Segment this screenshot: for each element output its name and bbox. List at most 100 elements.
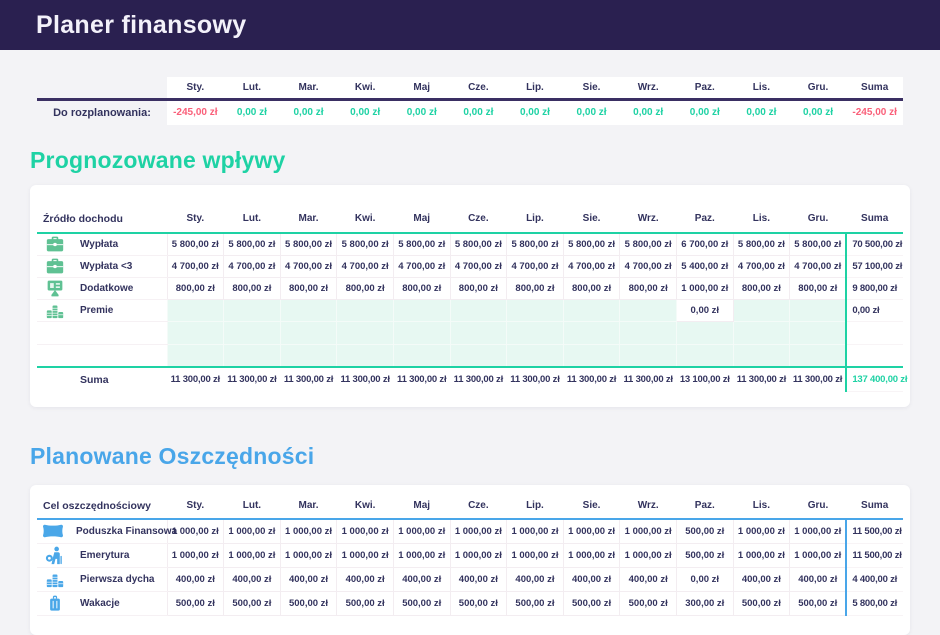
value-cell[interactable]: 5 800,00 zł (279, 232, 338, 256)
value-cell[interactable] (392, 298, 451, 322)
value-cell[interactable] (279, 298, 338, 322)
value-cell[interactable]: 1 000,00 zł (449, 518, 508, 544)
value-cell[interactable]: 500,00 zł (223, 590, 281, 616)
value-cell[interactable]: 4 700,00 zł (732, 254, 791, 278)
value-cell[interactable]: 4 700,00 zł (506, 254, 564, 278)
value-cell[interactable]: 500,00 zł (619, 590, 677, 616)
value-cell[interactable]: 1 000,00 zł (506, 518, 564, 544)
value-cell[interactable]: 1 000,00 zł (449, 542, 508, 568)
value-cell[interactable]: 800,00 zł (279, 276, 338, 300)
value-cell[interactable]: 1 000,00 zł (675, 276, 734, 300)
value-cell[interactable]: 1 000,00 zł (223, 518, 281, 544)
value-cell[interactable]: 4 700,00 zł (223, 254, 281, 278)
value-cell[interactable]: 5 800,00 zł (449, 232, 508, 256)
value-cell[interactable]: 400,00 zł (392, 566, 451, 592)
empty-cell[interactable] (449, 343, 508, 368)
value-cell[interactable]: 500,00 zł (562, 590, 621, 616)
value-cell[interactable]: 1 000,00 zł (392, 542, 451, 568)
value-cell[interactable]: 1 000,00 zł (166, 542, 225, 568)
value-cell[interactable]: 800,00 zł (732, 276, 791, 300)
value-cell[interactable]: 400,00 zł (166, 566, 225, 592)
value-cell[interactable]: 4 700,00 zł (619, 254, 677, 278)
value-cell[interactable]: 400,00 zł (732, 566, 791, 592)
value-cell[interactable]: 4 700,00 zł (392, 254, 451, 278)
value-cell[interactable]: 5 800,00 zł (732, 232, 791, 256)
value-cell[interactable]: 500,00 zł (675, 518, 734, 544)
value-cell[interactable]: 500,00 zł (449, 590, 508, 616)
empty-cell[interactable] (223, 343, 281, 368)
value-cell[interactable] (619, 298, 677, 322)
value-cell[interactable]: 400,00 zł (223, 566, 281, 592)
empty-cell[interactable] (392, 343, 451, 368)
value-cell[interactable]: 1 000,00 zł (223, 542, 281, 568)
value-cell[interactable] (336, 298, 394, 322)
value-cell[interactable]: 4 700,00 zł (789, 254, 847, 278)
value-cell[interactable]: 1 000,00 zł (732, 542, 791, 568)
value-cell[interactable] (789, 298, 847, 322)
value-cell[interactable]: 400,00 zł (506, 566, 564, 592)
empty-cell[interactable] (675, 320, 734, 345)
empty-cell[interactable] (789, 320, 847, 345)
empty-cell[interactable] (619, 343, 677, 368)
value-cell[interactable]: 4 700,00 zł (336, 254, 394, 278)
value-cell[interactable]: 4 700,00 zł (279, 254, 338, 278)
value-cell[interactable]: 5 800,00 zł (506, 232, 564, 256)
value-cell[interactable]: 500,00 zł (675, 542, 734, 568)
value-cell[interactable]: 1 000,00 zł (166, 518, 225, 544)
value-cell[interactable]: 800,00 zł (449, 276, 508, 300)
value-cell[interactable]: 1 000,00 zł (279, 518, 338, 544)
value-cell[interactable] (506, 298, 564, 322)
value-cell[interactable]: 5 800,00 zł (166, 232, 225, 256)
value-cell[interactable]: 0,00 zł (675, 566, 734, 592)
value-cell[interactable]: 1 000,00 zł (392, 518, 451, 544)
empty-cell[interactable] (732, 343, 791, 368)
value-cell[interactable] (223, 298, 281, 322)
value-cell[interactable]: 4 700,00 zł (166, 254, 225, 278)
value-cell[interactable]: 400,00 zł (336, 566, 394, 592)
empty-cell[interactable] (279, 343, 338, 368)
value-cell[interactable]: 500,00 zł (732, 590, 791, 616)
value-cell[interactable]: 300,00 zł (675, 590, 734, 616)
empty-cell[interactable] (166, 320, 225, 345)
value-cell[interactable]: 4 700,00 zł (449, 254, 508, 278)
empty-cell[interactable] (675, 343, 734, 368)
empty-cell[interactable] (506, 320, 564, 345)
value-cell[interactable] (732, 298, 791, 322)
value-cell[interactable]: 400,00 zł (619, 566, 677, 592)
value-cell[interactable]: 500,00 zł (336, 590, 394, 616)
value-cell[interactable]: 5 800,00 zł (619, 232, 677, 256)
empty-cell[interactable] (336, 343, 394, 368)
value-cell[interactable]: 500,00 zł (279, 590, 338, 616)
value-cell[interactable]: 1 000,00 zł (619, 518, 677, 544)
value-cell[interactable]: 1 000,00 zł (562, 542, 621, 568)
value-cell[interactable]: 6 700,00 zł (675, 232, 734, 256)
value-cell[interactable]: 800,00 zł (223, 276, 281, 300)
value-cell[interactable]: 1 000,00 zł (336, 518, 394, 544)
value-cell[interactable]: 1 000,00 zł (789, 518, 847, 544)
value-cell[interactable]: 500,00 zł (392, 590, 451, 616)
value-cell[interactable] (449, 298, 508, 322)
empty-cell[interactable] (562, 343, 621, 368)
value-cell[interactable]: 800,00 zł (789, 276, 847, 300)
value-cell[interactable]: 1 000,00 zł (789, 542, 847, 568)
empty-cell[interactable] (279, 320, 338, 345)
empty-cell[interactable] (336, 320, 394, 345)
empty-cell[interactable] (392, 320, 451, 345)
value-cell[interactable]: 800,00 zł (562, 276, 621, 300)
value-cell[interactable] (166, 298, 225, 322)
value-cell[interactable]: 800,00 zł (506, 276, 564, 300)
empty-cell[interactable] (223, 320, 281, 345)
value-cell[interactable] (562, 298, 621, 322)
empty-cell[interactable] (506, 343, 564, 368)
value-cell[interactable]: 800,00 zł (619, 276, 677, 300)
empty-cell[interactable] (449, 320, 508, 345)
value-cell[interactable]: 400,00 zł (279, 566, 338, 592)
value-cell[interactable]: 400,00 zł (562, 566, 621, 592)
value-cell[interactable]: 5 800,00 zł (223, 232, 281, 256)
value-cell[interactable]: 800,00 zł (336, 276, 394, 300)
empty-cell[interactable] (166, 343, 225, 368)
value-cell[interactable]: 800,00 zł (166, 276, 225, 300)
empty-cell[interactable] (562, 320, 621, 345)
value-cell[interactable]: 1 000,00 zł (506, 542, 564, 568)
value-cell[interactable]: 5 800,00 zł (336, 232, 394, 256)
